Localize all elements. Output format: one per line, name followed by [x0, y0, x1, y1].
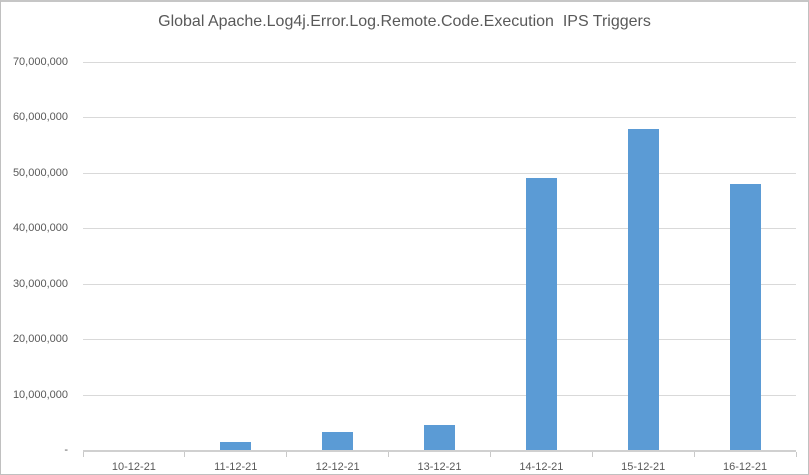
y-axis-tick-label: 30,000,000	[12, 277, 68, 290]
x-axis-tick-label: 14-12-21	[519, 461, 564, 473]
plot-area	[82, 62, 797, 457]
y-axis-tick-label: 20,000,000	[12, 333, 68, 346]
bar-16-12-21	[729, 184, 761, 450]
x-axis-tick-mark	[184, 452, 186, 457]
y-axis-tick-label: -	[64, 444, 68, 456]
gridline	[83, 283, 796, 285]
x-axis-tick-label: 10-12-21	[111, 461, 156, 473]
gridline	[83, 394, 796, 396]
y-axis-tick-label: 60,000,000	[12, 111, 68, 124]
gridline	[83, 339, 796, 341]
x-axis-tick-mark	[82, 452, 84, 457]
x-axis-tick-label: 13-12-21	[417, 461, 462, 473]
x-axis-tick-mark	[591, 452, 593, 457]
x-axis-tick-mark	[286, 452, 288, 457]
chart-title: Global Apache.Log4j.Error.Log.Remote.Cod…	[158, 13, 651, 30]
gridline	[83, 62, 796, 63]
gridline	[83, 172, 796, 174]
y-axis-tick-label: 40,000,000	[12, 222, 68, 235]
x-axis-tick-mark	[795, 452, 797, 457]
x-axis-tick-label: 16-12-21	[723, 461, 768, 473]
x-axis-tick-mark	[693, 452, 695, 457]
x-axis-tick-mark	[489, 452, 491, 457]
y-axis-tick-label: 10,000,000	[12, 388, 68, 401]
x-axis-tick-label: 15-12-21	[621, 461, 666, 473]
bar-14-12-21	[525, 178, 557, 450]
y-axis-tick-label: 50,000,000	[12, 166, 68, 179]
gridline	[83, 117, 796, 119]
x-axis-tick-mark	[388, 452, 390, 457]
gridline	[83, 228, 796, 230]
bar-13-12-21	[424, 425, 455, 450]
bar-15-12-21	[627, 129, 659, 450]
x-axis-tick-label: 11-12-21	[214, 461, 258, 473]
y-axis-tick-label: 70,000,000	[12, 56, 68, 68]
bar-12-12-21	[322, 432, 354, 450]
x-axis-tick-label: 12-12-21	[315, 461, 360, 473]
bar-11-12-21	[220, 442, 252, 450]
